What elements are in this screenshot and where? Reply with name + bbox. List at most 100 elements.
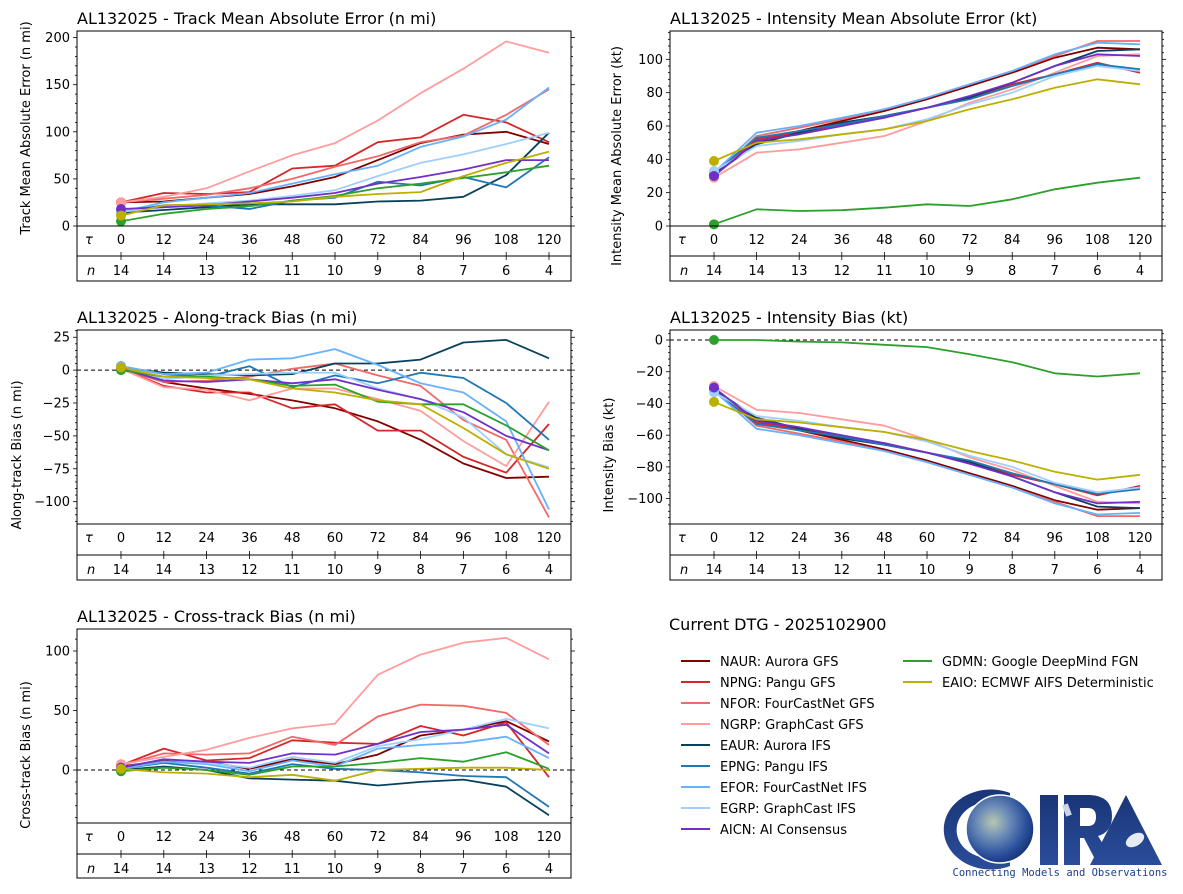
n-row-label: n (680, 264, 688, 279)
n-count-label: 4 (545, 563, 553, 578)
logo-letter-c (943, 789, 1010, 870)
x-tick-label: 72 (370, 830, 387, 845)
y-axis-label: Cross-track Bias (n mi) (19, 681, 34, 829)
n-count-label: 14 (113, 862, 130, 877)
n-count-label: 14 (156, 563, 173, 578)
x-tick-label: 24 (198, 233, 215, 248)
n-count-label: 4 (545, 264, 553, 279)
legend-label-eaio: EAIO: ECMWF AIFS Deterministic (942, 676, 1154, 691)
x-tick-label: 24 (791, 233, 808, 248)
x-tick-label: 24 (791, 531, 808, 546)
series-line-egrp (713, 65, 1141, 172)
n-count-label: 9 (374, 563, 382, 578)
x-tick-label: 72 (370, 233, 387, 248)
tau-row-label: τ (85, 233, 93, 248)
n-row-label: n (87, 264, 95, 279)
x-tick-label: 84 (1004, 233, 1021, 248)
x-tick-label: 24 (198, 531, 215, 546)
n-count-label: 14 (748, 264, 765, 279)
n-count-label: 14 (156, 862, 173, 877)
series-line-eaio (120, 366, 550, 470)
n-count-label: 4 (1136, 563, 1144, 578)
n-row-label: n (680, 563, 688, 578)
series-line-eaio (713, 78, 1141, 162)
x-tick-label: 48 (876, 233, 893, 248)
series-line-aicn (713, 386, 1141, 505)
x-tick-label: 84 (412, 830, 429, 845)
series-marker-eaio (709, 396, 719, 407)
n-count-label: 6 (502, 862, 510, 877)
panel-title: AL132025 - Intensity Bias (kt) (670, 308, 908, 327)
legend-label-gdmn: GDMN: Google DeepMind FGN (942, 655, 1139, 670)
x-tick-label: 60 (327, 233, 344, 248)
series-marker-eaio (116, 763, 126, 774)
n-count-label: 14 (113, 563, 130, 578)
series-line-gdmn (120, 751, 550, 776)
series-line-efor (120, 348, 550, 510)
y-tick-label: 0 (655, 333, 663, 348)
x-tick-label: 84 (412, 233, 429, 248)
panel-intensity-bias: AL132025 - Intensity Bias (kt) Intensity… (602, 308, 1166, 581)
n-count-label: 13 (791, 563, 808, 578)
series-marker-eaio (116, 210, 126, 221)
x-tick-label: 24 (198, 830, 215, 845)
series-line-aicn (120, 723, 550, 769)
x-tick-label: 72 (370, 531, 387, 546)
n-row-label: n (87, 563, 95, 578)
n-row-frame (76, 554, 572, 581)
n-count-label: 11 (284, 862, 301, 877)
logo-satellite (1062, 803, 1072, 817)
panel-intensity-mae: AL132025 - Intensity Mean Absolute Error… (610, 9, 1166, 282)
x-tick-label: 60 (327, 531, 344, 546)
series-line-ngrp (120, 637, 550, 765)
y-axis-label: Track Mean Absolute Error (n mi) (19, 21, 34, 235)
y-tick-label: −80 (636, 460, 663, 475)
x-tick-label: 0 (710, 531, 718, 546)
y-tick-label: −25 (43, 396, 70, 411)
n-count-label: 6 (502, 264, 510, 279)
x-tick-label: 12 (156, 531, 173, 546)
y-tick-label: 100 (638, 53, 663, 68)
y-tick-label: 0 (62, 220, 70, 235)
series-line-eaur (120, 132, 550, 214)
x-tick-label: 12 (748, 531, 765, 546)
series-line-aicn (713, 53, 1141, 177)
series-line-aicn (120, 367, 550, 452)
x-tick-label: 120 (537, 531, 562, 546)
series-line-nfor (120, 88, 550, 204)
x-tick-label: 48 (284, 233, 301, 248)
panel-title: AL132025 - Along-track Bias (n mi) (77, 308, 357, 327)
x-tick-label: 96 (1047, 233, 1064, 248)
series-line-npng (120, 367, 550, 474)
series-marker-eaio (709, 156, 719, 166)
n-count-label: 12 (834, 563, 851, 578)
series-line-nfor (120, 703, 550, 767)
y-tick-label: −20 (636, 365, 663, 380)
series-marker-gdmn (709, 219, 719, 230)
series-line-ngrp (120, 40, 550, 204)
legend-label-efor: EFOR: FourCastNet IFS (720, 781, 867, 796)
n-count-label: 14 (748, 563, 765, 578)
series-line-egrp (713, 391, 1141, 494)
tau-row-label: τ (678, 233, 686, 248)
n-count-label: 8 (416, 862, 424, 877)
n-count-label: 4 (1136, 264, 1144, 279)
n-count-label: 13 (198, 264, 215, 279)
series-line-npng (120, 113, 550, 204)
n-count-label: 12 (241, 563, 258, 578)
n-count-label: 11 (284, 264, 301, 279)
series-line-eaio (120, 766, 550, 782)
plot-frame (669, 329, 1163, 525)
legend-label-egrp: EGRP: GraphCast IFS (720, 802, 856, 817)
panel-track-mae: AL132025 - Track Mean Absolute Error (n … (19, 9, 575, 282)
logo-letter-i (1040, 795, 1058, 865)
tau-row-label: τ (85, 531, 93, 546)
y-tick-label: −75 (43, 462, 70, 477)
n-count-label: 11 (876, 264, 893, 279)
n-count-label: 6 (1093, 264, 1101, 279)
y-tick-label: 200 (45, 31, 70, 46)
series-line-egrp (120, 366, 550, 469)
legend-label-aicn: AICN: AI Consensus (720, 823, 847, 838)
series-line-efor (713, 41, 1141, 174)
series-line-epng (120, 762, 550, 808)
